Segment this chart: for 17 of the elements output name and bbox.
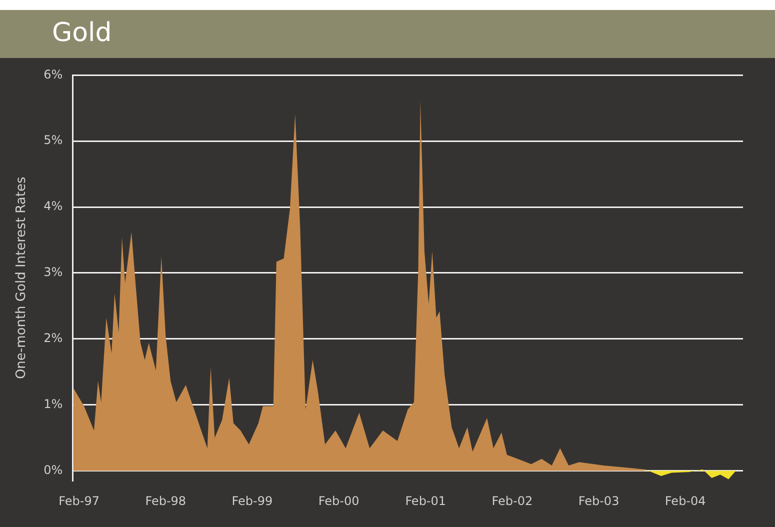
y-tick-label: 4% <box>44 199 63 214</box>
x-tick-label: Feb-99 <box>232 494 273 508</box>
x-tick-label: Feb-98 <box>145 494 186 508</box>
x-tick-label: Feb-00 <box>318 494 360 508</box>
y-tick-label: 6% <box>44 67 63 82</box>
chart-title: Gold <box>52 18 112 48</box>
y-tick-label: 5% <box>44 133 63 148</box>
y-tick-label: 0% <box>44 462 63 477</box>
x-tick-label: Feb-02 <box>492 494 533 508</box>
x-tick-label: Feb-97 <box>58 494 100 508</box>
y-tick-label: 3% <box>44 265 63 280</box>
x-tick-label: Feb-04 <box>664 494 706 508</box>
y-axis-title: One-month Gold Interest Rates <box>14 176 30 380</box>
x-tick-label: Feb-01 <box>405 494 446 508</box>
y-tick-label: 2% <box>44 331 63 345</box>
y-tick-label: 1% <box>44 396 63 411</box>
x-tick-label: Feb-03 <box>578 494 620 508</box>
